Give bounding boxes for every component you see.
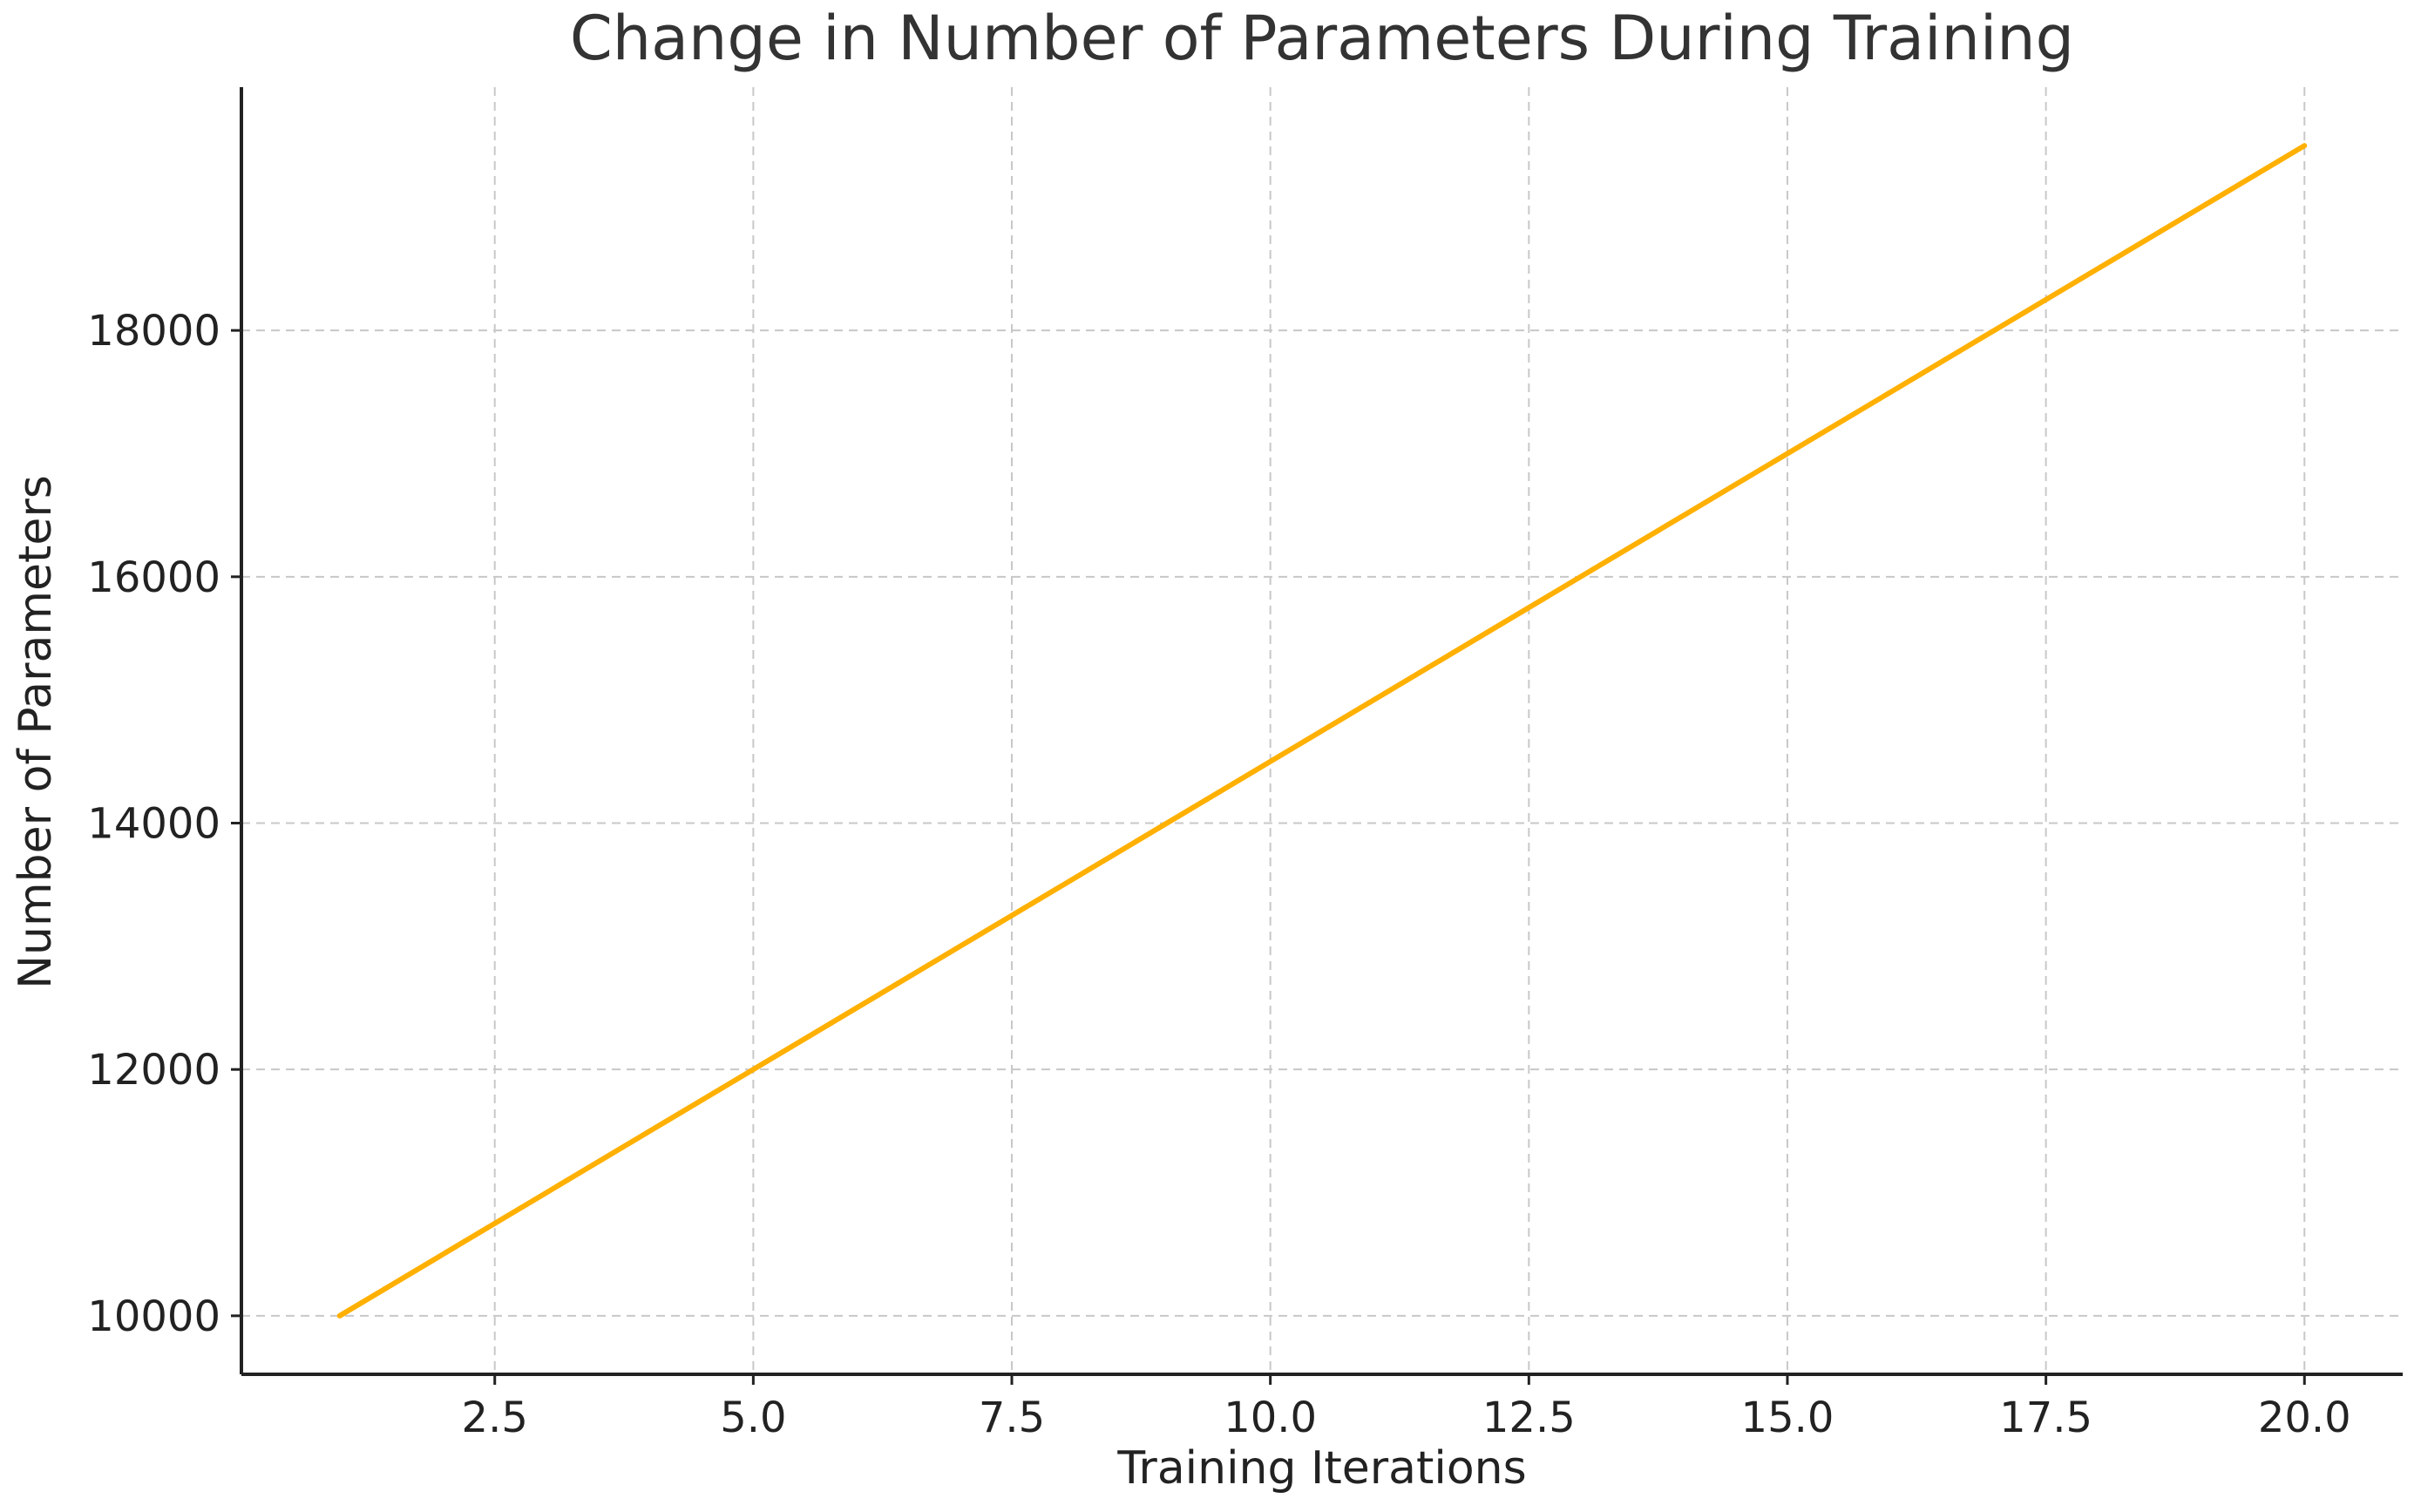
- y-tick-label: 16000: [87, 553, 220, 602]
- x-tick-label: 12.5: [1482, 1393, 1576, 1442]
- grid-lines: [241, 87, 2403, 1374]
- y-axis-label: Number of Parameters: [10, 475, 62, 989]
- x-tick-label: 10.0: [1224, 1393, 1317, 1442]
- x-tick-label: 20.0: [2258, 1393, 2351, 1442]
- x-tick-label: 2.5: [462, 1393, 528, 1442]
- y-tick-label: 10000: [87, 1292, 220, 1341]
- x-tick-label: 5.0: [720, 1393, 786, 1442]
- y-tick-label: 18000: [87, 307, 220, 356]
- x-tick-label: 17.5: [1999, 1393, 2092, 1442]
- x-tick-label: 7.5: [979, 1393, 1045, 1442]
- y-tick-label: 12000: [87, 1046, 220, 1095]
- y-axis-ticks: 10000 12000 14000 16000 18000: [87, 307, 241, 1341]
- x-axis-ticks: 2.5 5.0 7.5 10.0 12.5 15.0 17.5 20.0: [462, 1374, 2351, 1442]
- x-axis-label: Training Iterations: [1116, 1442, 1526, 1495]
- y-tick-label: 14000: [87, 800, 220, 849]
- x-tick-label: 15.0: [1741, 1393, 1834, 1442]
- series-line: [336, 143, 2308, 1319]
- chart-title: Change in Number of Parameters During Tr…: [570, 3, 2074, 74]
